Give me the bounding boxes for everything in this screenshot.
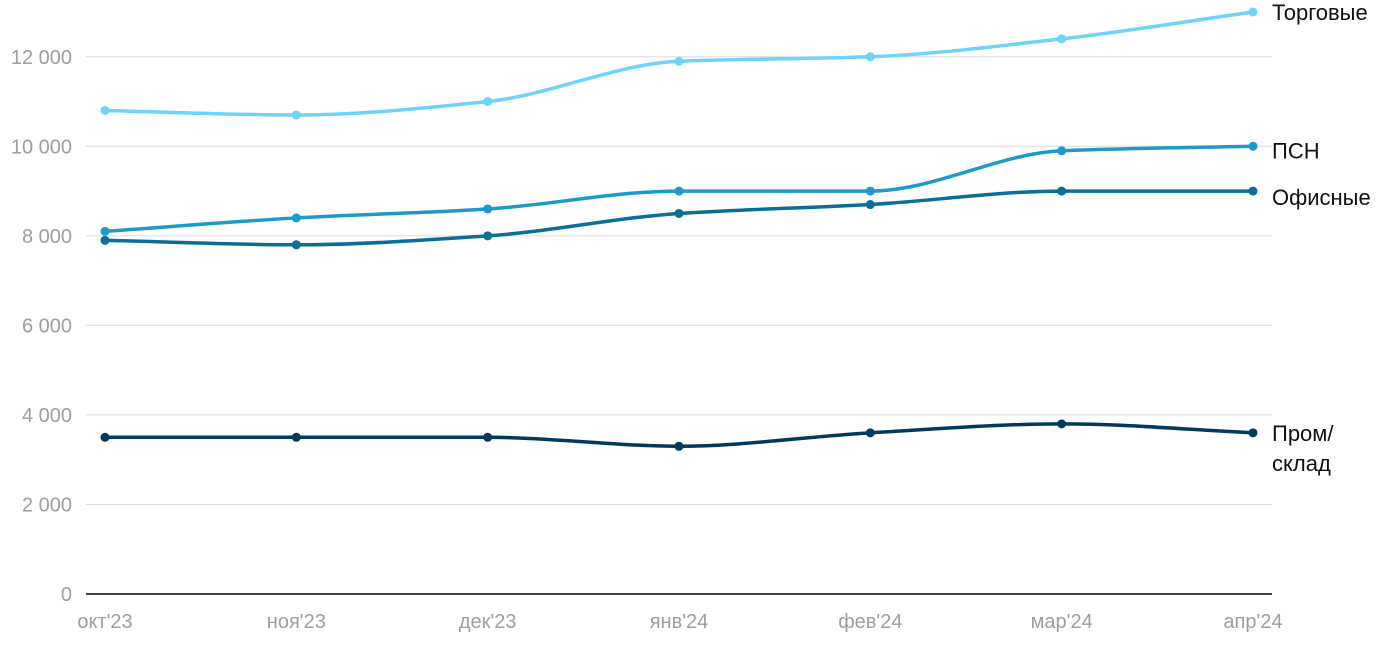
series-2: [100, 141, 1258, 236]
series: [100, 7, 1258, 451]
series-label: ПСН: [1272, 138, 1320, 163]
series-3: [100, 186, 1258, 250]
x-tick-label: мар'24: [1031, 611, 1093, 633]
data-point: [100, 432, 110, 442]
data-point: [100, 105, 110, 115]
data-point: [865, 186, 875, 196]
series-1: [100, 7, 1258, 120]
data-point: [1057, 34, 1067, 44]
data-point: [1248, 7, 1258, 17]
data-point: [865, 200, 875, 210]
data-point: [100, 226, 110, 236]
data-point: [674, 441, 684, 451]
series-label-line: Пром/: [1272, 421, 1334, 446]
data-point: [483, 204, 493, 214]
data-point: [291, 110, 301, 120]
series-label: Пром/склад: [1272, 421, 1334, 476]
series-label-line: склад: [1272, 451, 1331, 476]
data-point: [865, 428, 875, 438]
series-4: [100, 419, 1258, 451]
data-point: [291, 432, 301, 442]
x-tick-label: ноя'23: [267, 611, 326, 633]
x-axis-ticks: окт'23 ноя'23 дек'23 янв'24 фев'24 мар'24 апр'…: [77, 611, 1282, 633]
y-tick-label: 12 000: [11, 47, 72, 69]
series-label-line: Торговые: [1272, 0, 1368, 25]
data-point: [483, 97, 493, 107]
series-label: Торговые: [1272, 0, 1368, 25]
y-tick-label: 2 000: [22, 494, 72, 516]
data-point: [1057, 146, 1067, 156]
y-tick-label: 4 000: [22, 405, 72, 427]
data-point: [1057, 419, 1067, 429]
data-point: [674, 56, 684, 66]
data-point: [1248, 428, 1258, 438]
y-tick-label: 10 000: [11, 136, 72, 158]
y-tick-label: 0: [61, 584, 72, 606]
series-label-line: Офисные: [1272, 185, 1371, 210]
data-point: [483, 231, 493, 241]
x-tick-label: фев'24: [838, 611, 902, 633]
x-tick-label: янв'24: [650, 611, 709, 633]
series-label-line: ПСН: [1272, 138, 1320, 163]
data-point: [483, 432, 493, 442]
series-labels: Торговые ПСН Офисные Пром/склад: [1272, 0, 1371, 476]
y-tick-label: 8 000: [22, 226, 72, 248]
data-point: [674, 208, 684, 218]
data-point: [674, 186, 684, 196]
series-label: Офисные: [1272, 185, 1371, 210]
data-point: [1248, 186, 1258, 196]
data-point: [1248, 141, 1258, 151]
y-axis-ticks: 0 2 000 4 000 6 000 8 000 10 000 12 000: [11, 47, 72, 606]
data-point: [100, 235, 110, 245]
x-tick-label: апр'24: [1223, 611, 1282, 633]
y-tick-label: 6 000: [22, 315, 72, 337]
data-point: [1057, 186, 1067, 196]
data-point: [865, 52, 875, 62]
x-tick-label: дек'23: [459, 611, 517, 633]
x-tick-label: окт'23: [77, 611, 132, 633]
data-point: [291, 213, 301, 223]
data-point: [291, 240, 301, 250]
